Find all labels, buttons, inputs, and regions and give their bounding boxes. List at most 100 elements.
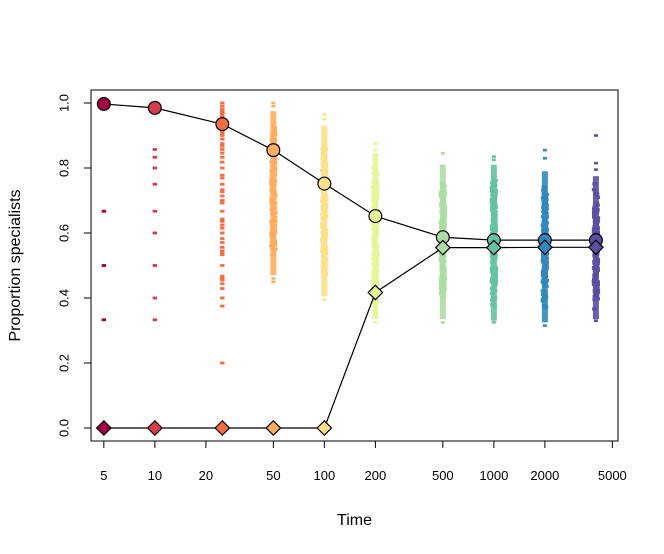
replicate-point bbox=[220, 241, 225, 244]
y-tick-label: 1.0 bbox=[56, 94, 71, 112]
replicate-point bbox=[220, 278, 225, 282]
replicate-point bbox=[593, 319, 598, 323]
replicate-group-10 bbox=[152, 148, 158, 322]
replicate-point bbox=[152, 296, 158, 300]
x-tick-label: 5000 bbox=[598, 468, 627, 483]
replicate-point bbox=[220, 276, 225, 280]
replicate-group-200 bbox=[371, 142, 380, 324]
replicate-point bbox=[373, 142, 378, 145]
replicate-point bbox=[542, 156, 547, 160]
diamond-marker bbox=[536, 239, 553, 256]
plot-frame bbox=[90, 89, 619, 442]
replicate-point bbox=[220, 223, 225, 227]
replicate-point bbox=[220, 176, 225, 180]
replicate-point bbox=[220, 131, 225, 134]
replicate-point bbox=[220, 264, 225, 267]
replicate-group-50 bbox=[269, 101, 278, 284]
replicate-point bbox=[220, 166, 225, 170]
diamond-marker bbox=[587, 239, 604, 256]
replicate-point bbox=[220, 188, 225, 192]
replicate-point bbox=[220, 296, 225, 300]
replicate-point bbox=[220, 226, 225, 230]
replicate-point bbox=[220, 231, 225, 235]
replicate-point bbox=[491, 158, 496, 162]
replicate-point bbox=[271, 101, 276, 105]
x-tick-label: 100 bbox=[314, 468, 336, 483]
replicate-point bbox=[220, 109, 225, 113]
replicate-point bbox=[152, 318, 158, 322]
replicate-point bbox=[542, 324, 547, 327]
replicate-band bbox=[321, 125, 328, 297]
replicate-point bbox=[220, 137, 225, 141]
mean-markers bbox=[95, 96, 604, 437]
mean-lines bbox=[103, 103, 596, 429]
x-tick-label: 200 bbox=[365, 468, 387, 483]
replicate-point bbox=[220, 173, 225, 177]
replicate-point bbox=[220, 151, 225, 155]
replicate-point bbox=[220, 155, 225, 159]
replicate-point bbox=[440, 321, 445, 324]
replicate-point bbox=[220, 199, 225, 202]
replicate-point bbox=[152, 209, 158, 213]
replicate-group-4000 bbox=[591, 134, 601, 323]
diamond-marker bbox=[95, 419, 112, 437]
replicate-point bbox=[220, 111, 225, 115]
circle-marker bbox=[317, 176, 332, 191]
replicate-point bbox=[220, 144, 225, 148]
replicate-point bbox=[220, 217, 225, 221]
replicate-point bbox=[152, 166, 158, 170]
x-tick-label: 500 bbox=[432, 468, 454, 483]
replicate-point bbox=[220, 182, 225, 186]
x-tick-label: 5 bbox=[100, 468, 107, 483]
replicate-point bbox=[322, 113, 327, 116]
circle-marker bbox=[147, 100, 162, 115]
replicate-group-25 bbox=[220, 101, 225, 365]
replicate-point bbox=[593, 134, 598, 137]
replicate-group-100 bbox=[320, 113, 329, 301]
x-tick-label: 1000 bbox=[479, 468, 508, 483]
replicate-band bbox=[372, 153, 379, 320]
replicate-points bbox=[101, 101, 601, 365]
diamond-marker bbox=[316, 419, 333, 437]
replicate-point bbox=[220, 104, 225, 108]
y-axis: 0.0 0.2 0.4 0.6 0.8 1.0 bbox=[56, 94, 92, 437]
y-tick-label: 0.6 bbox=[56, 224, 71, 242]
x-axis-label: Time bbox=[337, 512, 372, 529]
x-tick-label: 2000 bbox=[530, 468, 559, 483]
replicate-point bbox=[220, 237, 225, 240]
replicate-point bbox=[220, 282, 225, 286]
replicate-point bbox=[220, 108, 225, 111]
y-axis-label: Proportion specialists bbox=[7, 189, 24, 341]
x-axis: 5 10 20 50 100 200 500 1000 2000 5000 bbox=[100, 440, 627, 483]
replicate-point bbox=[220, 101, 225, 105]
replicate-point bbox=[220, 361, 225, 365]
x-tick-label: 50 bbox=[266, 468, 280, 483]
y-tick-label: 0.0 bbox=[56, 419, 71, 437]
replicate-point bbox=[152, 264, 158, 267]
replicate-point bbox=[220, 287, 225, 290]
replicate-point bbox=[220, 219, 225, 223]
replicate-point bbox=[220, 251, 225, 255]
replicate-point bbox=[152, 148, 158, 151]
replicate-point bbox=[152, 231, 158, 235]
circle-marker bbox=[215, 117, 230, 132]
replicate-point bbox=[373, 148, 378, 152]
replicate-point bbox=[220, 209, 225, 213]
replicate-point bbox=[220, 274, 225, 278]
replicate-point bbox=[101, 209, 107, 213]
replicate-band bbox=[270, 111, 277, 276]
replicate-point bbox=[220, 253, 225, 257]
replicate-point bbox=[373, 321, 378, 324]
replicate-point bbox=[220, 245, 225, 249]
replicate-group-5 bbox=[101, 209, 107, 322]
y-tick-label: 0.4 bbox=[56, 289, 71, 307]
replicate-point bbox=[593, 161, 598, 165]
y-tick-label: 0.8 bbox=[56, 159, 71, 177]
replicate-point bbox=[220, 113, 225, 117]
replicate-point bbox=[220, 190, 225, 194]
series-line-1 bbox=[103, 103, 596, 241]
replicate-point bbox=[220, 249, 225, 253]
diamond-marker bbox=[146, 419, 163, 437]
circle-marker bbox=[368, 209, 383, 224]
